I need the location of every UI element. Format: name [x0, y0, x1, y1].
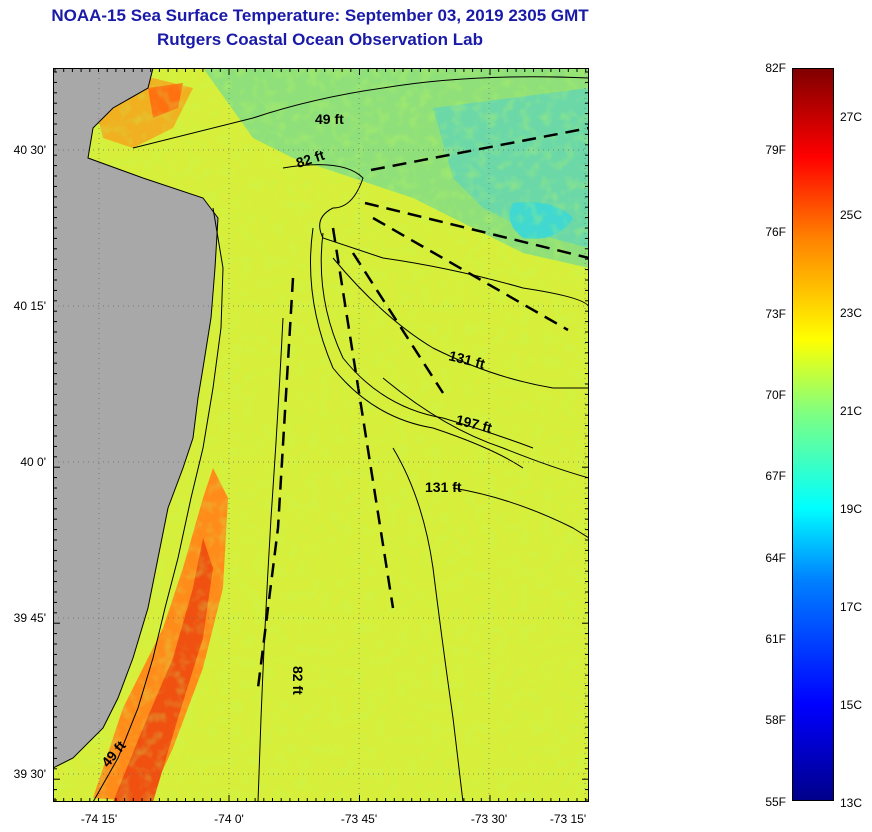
depth-label-49ft-north: 49 ft — [315, 111, 344, 127]
colorbar-label-c: 17C — [840, 600, 863, 614]
colorbar-label-f: 79F — [765, 143, 786, 157]
depth-contour-east — [452, 487, 589, 539]
depth-contour-82ft-south — [257, 317, 284, 802]
colorbar-label-c: 25C — [840, 208, 863, 222]
depth-contour-131ft-south — [392, 447, 464, 802]
frame-ticks — [53, 68, 589, 802]
lon-label-73-30: -73 30' — [470, 812, 508, 826]
lat-label-40-0: 40 0' — [20, 455, 46, 469]
colorbar-label-f: 64F — [765, 551, 786, 565]
lat-label-40-15: 40 15' — [13, 299, 46, 313]
colorbar-label-f: 76F — [765, 225, 786, 239]
depth-label-131ft-south: 131 ft — [425, 479, 462, 495]
depth-contour-131ft — [332, 257, 589, 389]
colorbar-label-c: 15C — [840, 698, 863, 712]
hudson-channel — [310, 227, 524, 469]
colorbar-label-f: 82F — [765, 61, 786, 75]
coastline — [53, 68, 219, 769]
map-frame — [53, 68, 589, 802]
barrier-island — [92, 207, 224, 802]
depth-contour-197ft — [382, 377, 589, 479]
colorbar-label-f: 58F — [765, 713, 786, 727]
temperature-colorbar — [792, 68, 834, 801]
sst-map: 49 ft 82 ft 131 ft 197 ft 131 ft 82 ft 4… — [53, 68, 589, 802]
colorbar-label-f: 55F — [765, 795, 786, 809]
lat-label-39-30: 39 30' — [13, 767, 46, 781]
dashed-reference-lines — [256, 126, 589, 689]
hudson-channel-inner — [320, 232, 534, 449]
lat-label-39-45: 39 45' — [13, 611, 46, 625]
colorbar-label-c: 23C — [840, 306, 863, 320]
colorbar-label-f: 67F — [765, 469, 786, 483]
depth-contour-82ft — [282, 164, 589, 309]
map-subtitle: Rutgers Coastal Ocean Observation Lab — [157, 30, 483, 49]
colorbar-label-c: 19C — [840, 502, 863, 516]
colorbar-label-c: 13C — [840, 796, 863, 810]
lon-label-73-15: -73 15' — [549, 812, 587, 826]
colorbar-label-c: 21C — [840, 404, 863, 418]
lon-label-74-15: -74 15' — [80, 812, 118, 826]
colorbar-label-f: 70F — [765, 388, 786, 402]
lon-label-74-0: -74 0' — [214, 812, 244, 826]
land-new-jersey — [53, 68, 218, 768]
lon-label-73-45: -73 45' — [340, 812, 378, 826]
colorbar-label-f: 61F — [765, 632, 786, 646]
depth-contour-49ft — [132, 76, 589, 149]
lat-label-40-30: 40 30' — [13, 143, 46, 157]
colorbar-label-f: 73F — [765, 307, 786, 321]
colorbar-label-c: 27C — [840, 110, 863, 124]
depth-label-82ft-south: 82 ft — [290, 666, 306, 695]
map-title: NOAA-15 Sea Surface Temperature: Septemb… — [51, 6, 589, 25]
